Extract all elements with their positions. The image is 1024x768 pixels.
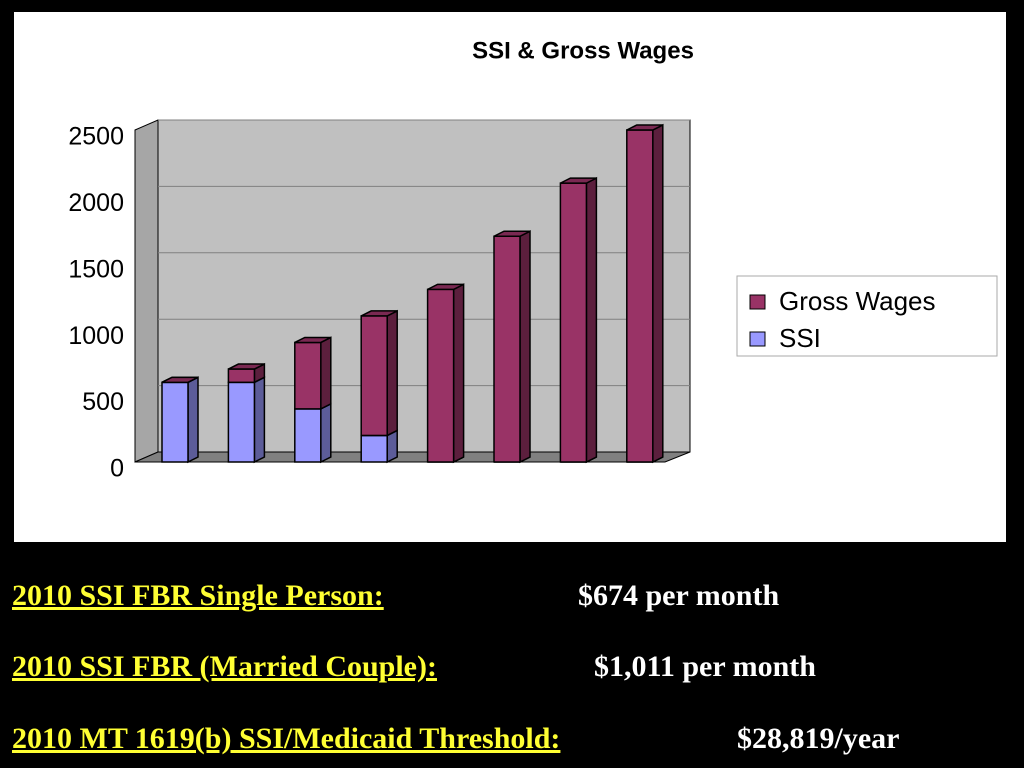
- side-wall: [134, 119, 159, 463]
- bar: [227, 381, 256, 463]
- bar-side: [320, 336, 332, 411]
- y-tick-label: 500: [82, 388, 124, 416]
- note-value: $28,819/year: [737, 722, 900, 755]
- bar: [426, 288, 455, 463]
- y-tick-label: 1500: [68, 255, 124, 283]
- bar: [626, 129, 654, 463]
- bar-top: [294, 336, 332, 344]
- legend-swatch: [749, 331, 766, 347]
- bar-top: [626, 124, 664, 131]
- note-label: 2010 SSI FBR Single Person:: [12, 579, 384, 612]
- bar-side: [386, 309, 398, 437]
- bar: [360, 315, 388, 437]
- bar-side: [253, 376, 266, 464]
- y-tick-label: 2000: [68, 189, 124, 217]
- bar-side: [585, 176, 598, 464]
- legend-swatch: [749, 294, 766, 310]
- bar-side: [187, 376, 199, 464]
- bar-top: [427, 283, 464, 291]
- chart: SSI & Gross Wages 0 500 1000 1500 2000 2500 Gr…: [14, 12, 1006, 542]
- bar-top: [493, 230, 531, 237]
- bar: [360, 434, 388, 463]
- legend: [736, 275, 998, 357]
- y-tick-label: 0: [110, 455, 124, 483]
- bar-top: [360, 310, 398, 317]
- bar: [294, 408, 322, 463]
- note-label: 2010 MT 1619(b) SSI/Medicaid Threshold:: [12, 722, 561, 755]
- bar-side: [652, 123, 664, 464]
- bar-side: [320, 402, 332, 464]
- bar-top: [560, 177, 597, 184]
- bar: [161, 381, 189, 463]
- note-value: $674 per month: [578, 579, 780, 612]
- chart-title: SSI & Gross Wages: [472, 37, 694, 64]
- note-label: 2010 SSI FBR (Married Couple):: [12, 650, 437, 683]
- y-tick-label: 2500: [68, 123, 124, 151]
- y-tick-label: 1000: [68, 322, 124, 350]
- bar-side: [519, 230, 531, 464]
- bar-top: [161, 376, 199, 384]
- bar: [559, 182, 588, 463]
- bar: [294, 341, 322, 410]
- note-value: $1,011 per month: [594, 650, 816, 683]
- bar-side: [452, 283, 465, 464]
- bar-top: [228, 363, 265, 370]
- legend-label: SSI: [779, 323, 821, 353]
- bar: [227, 368, 256, 384]
- legend-label: Gross Wages: [779, 286, 936, 316]
- bar: [493, 235, 521, 463]
- floor: [134, 451, 691, 463]
